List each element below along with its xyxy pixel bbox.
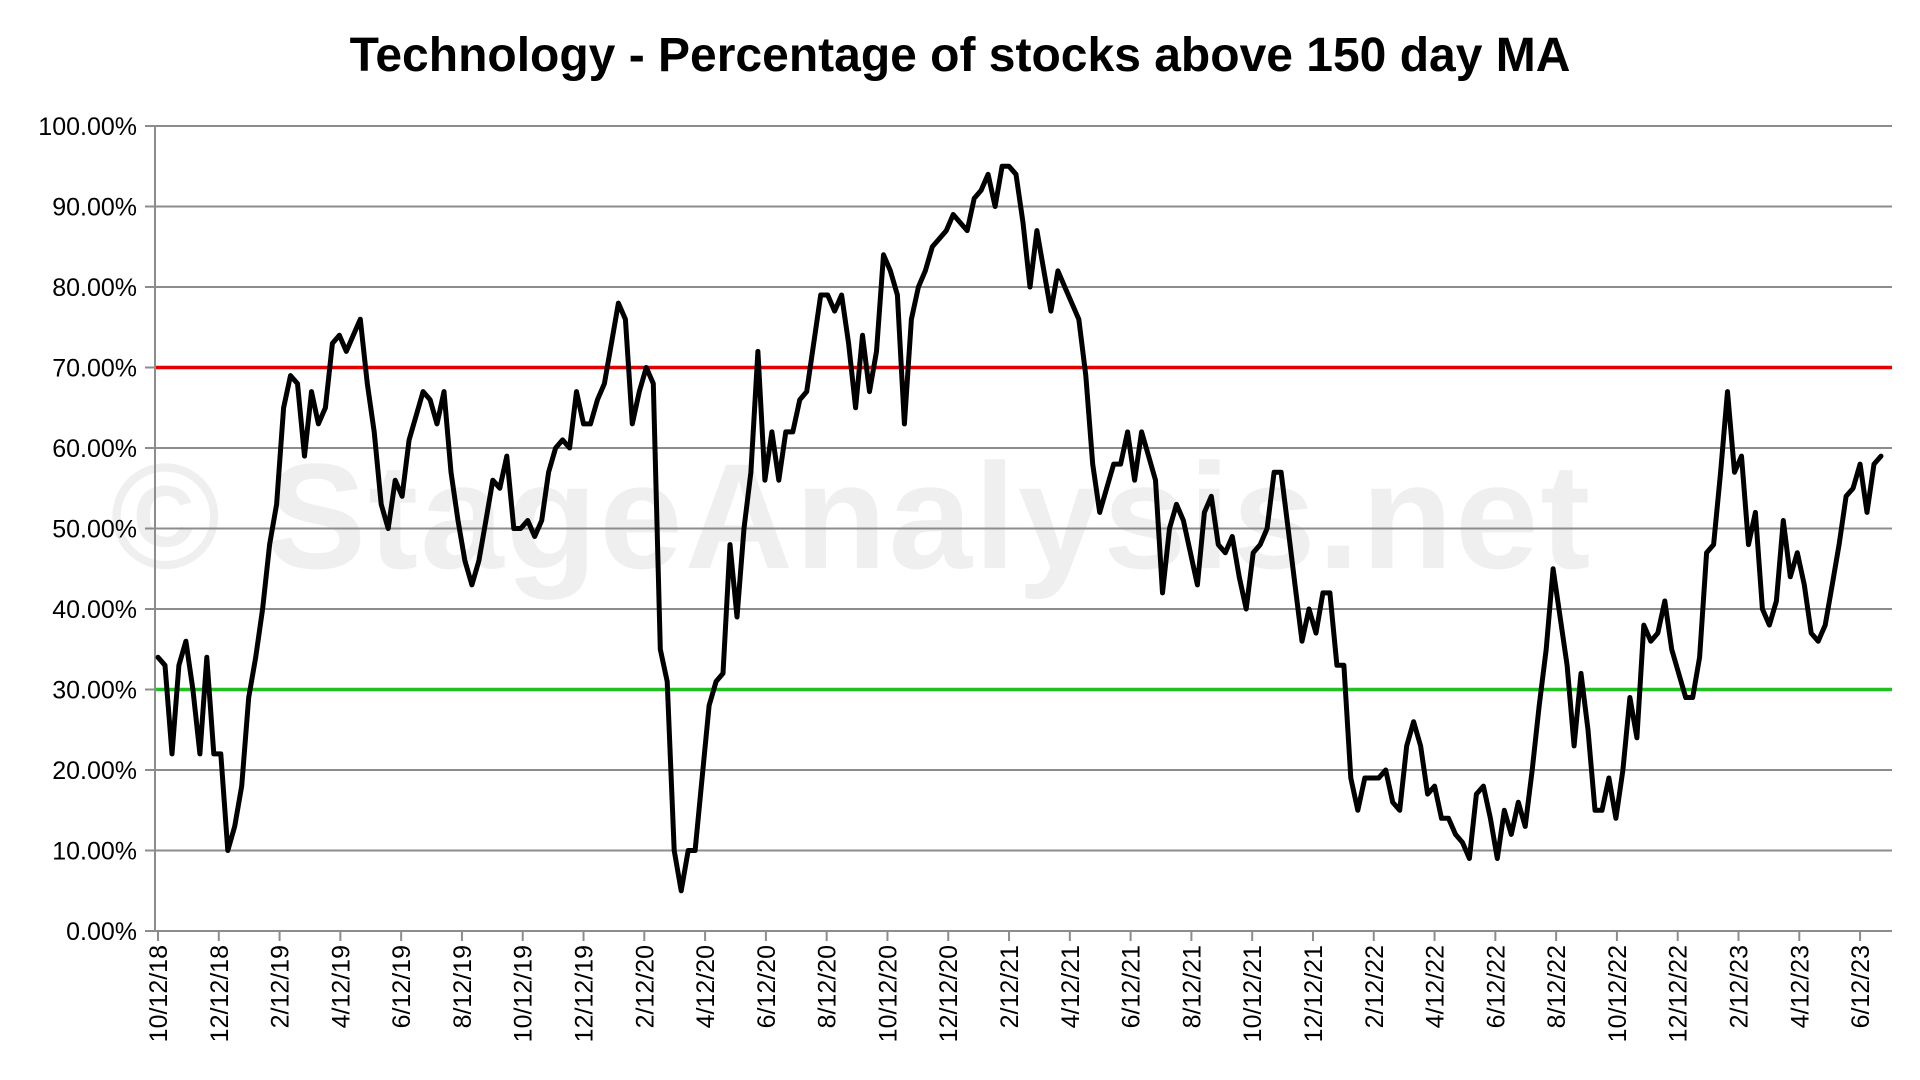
x-tick-label: 2/12/20	[631, 945, 659, 1028]
x-tick-label: 6/12/21	[1118, 945, 1146, 1028]
x-tick-label: 10/12/19	[510, 945, 538, 1042]
x-tick-label: 12/12/21	[1300, 945, 1328, 1042]
axes	[154, 126, 1892, 932]
x-tick-label: 4/12/22	[1422, 945, 1450, 1028]
chart-title: Technology - Percentage of stocks above …	[349, 29, 1571, 82]
x-tick-label: 10/12/18	[145, 945, 173, 1042]
x-tick-label: 8/12/19	[449, 945, 477, 1028]
y-tick-label: 90.00%	[52, 194, 137, 222]
y-tick-label: 20.00%	[52, 757, 137, 785]
x-tick-label: 12/12/20	[935, 945, 963, 1042]
x-tick-label: 2/12/19	[267, 945, 295, 1028]
x-tick-label: 10/12/20	[874, 945, 902, 1042]
watermark-text: © StageAnalysis.net	[110, 432, 1593, 600]
x-tick-label: 2/12/23	[1725, 945, 1753, 1028]
x-tick-label: 12/12/18	[206, 945, 234, 1042]
x-tick-label: 2/12/21	[996, 945, 1024, 1028]
y-tick-label: 30.00%	[52, 677, 137, 705]
y-tick-label: 50.00%	[52, 516, 137, 544]
x-tick-label: 6/12/22	[1482, 945, 1510, 1028]
y-tick-label: 80.00%	[52, 274, 137, 302]
x-tick-label: 4/12/19	[327, 945, 355, 1028]
y-tick-label: 60.00%	[52, 435, 137, 463]
x-tick-labels: 10/12/18 12/12/18 2/12/19 4/12/19 6/12/19 8/1…	[145, 931, 1875, 1042]
reference-lines	[155, 365, 1892, 692]
y-tick-labels: 0.00% 10.00% 20.00% 30.00% 40.00% 50.00% 60.00…	[38, 113, 137, 946]
x-tick-label: 8/12/21	[1178, 945, 1206, 1028]
x-tick-label: 4/12/21	[1057, 945, 1085, 1028]
y-tick-label: 100.00%	[38, 113, 137, 141]
x-tick-label: 6/12/23	[1847, 945, 1875, 1028]
x-tick-label: 10/12/21	[1239, 945, 1267, 1042]
x-tick-label: 10/12/22	[1604, 945, 1632, 1042]
series-line	[155, 163, 1884, 894]
y-tick-label: 40.00%	[52, 596, 137, 624]
x-tick-label: 4/12/20	[692, 945, 720, 1028]
y-tick-label: 10.00%	[52, 838, 137, 866]
y-tick-label: 70.00%	[52, 355, 137, 383]
gridlines	[145, 125, 1892, 932]
x-tick-label: 12/12/22	[1665, 945, 1693, 1042]
y-tick-label: 0.00%	[66, 918, 137, 946]
x-tick-label: 8/12/22	[1543, 945, 1571, 1028]
x-tick-label: 12/12/19	[571, 945, 599, 1042]
x-tick-label: 8/12/20	[814, 945, 842, 1028]
series-layer	[155, 163, 1884, 894]
x-tick-label: 6/12/20	[753, 945, 781, 1028]
x-tick-label: 6/12/19	[388, 945, 416, 1028]
x-tick-label: 2/12/22	[1361, 945, 1389, 1028]
x-tick-label: 4/12/23	[1786, 945, 1814, 1028]
